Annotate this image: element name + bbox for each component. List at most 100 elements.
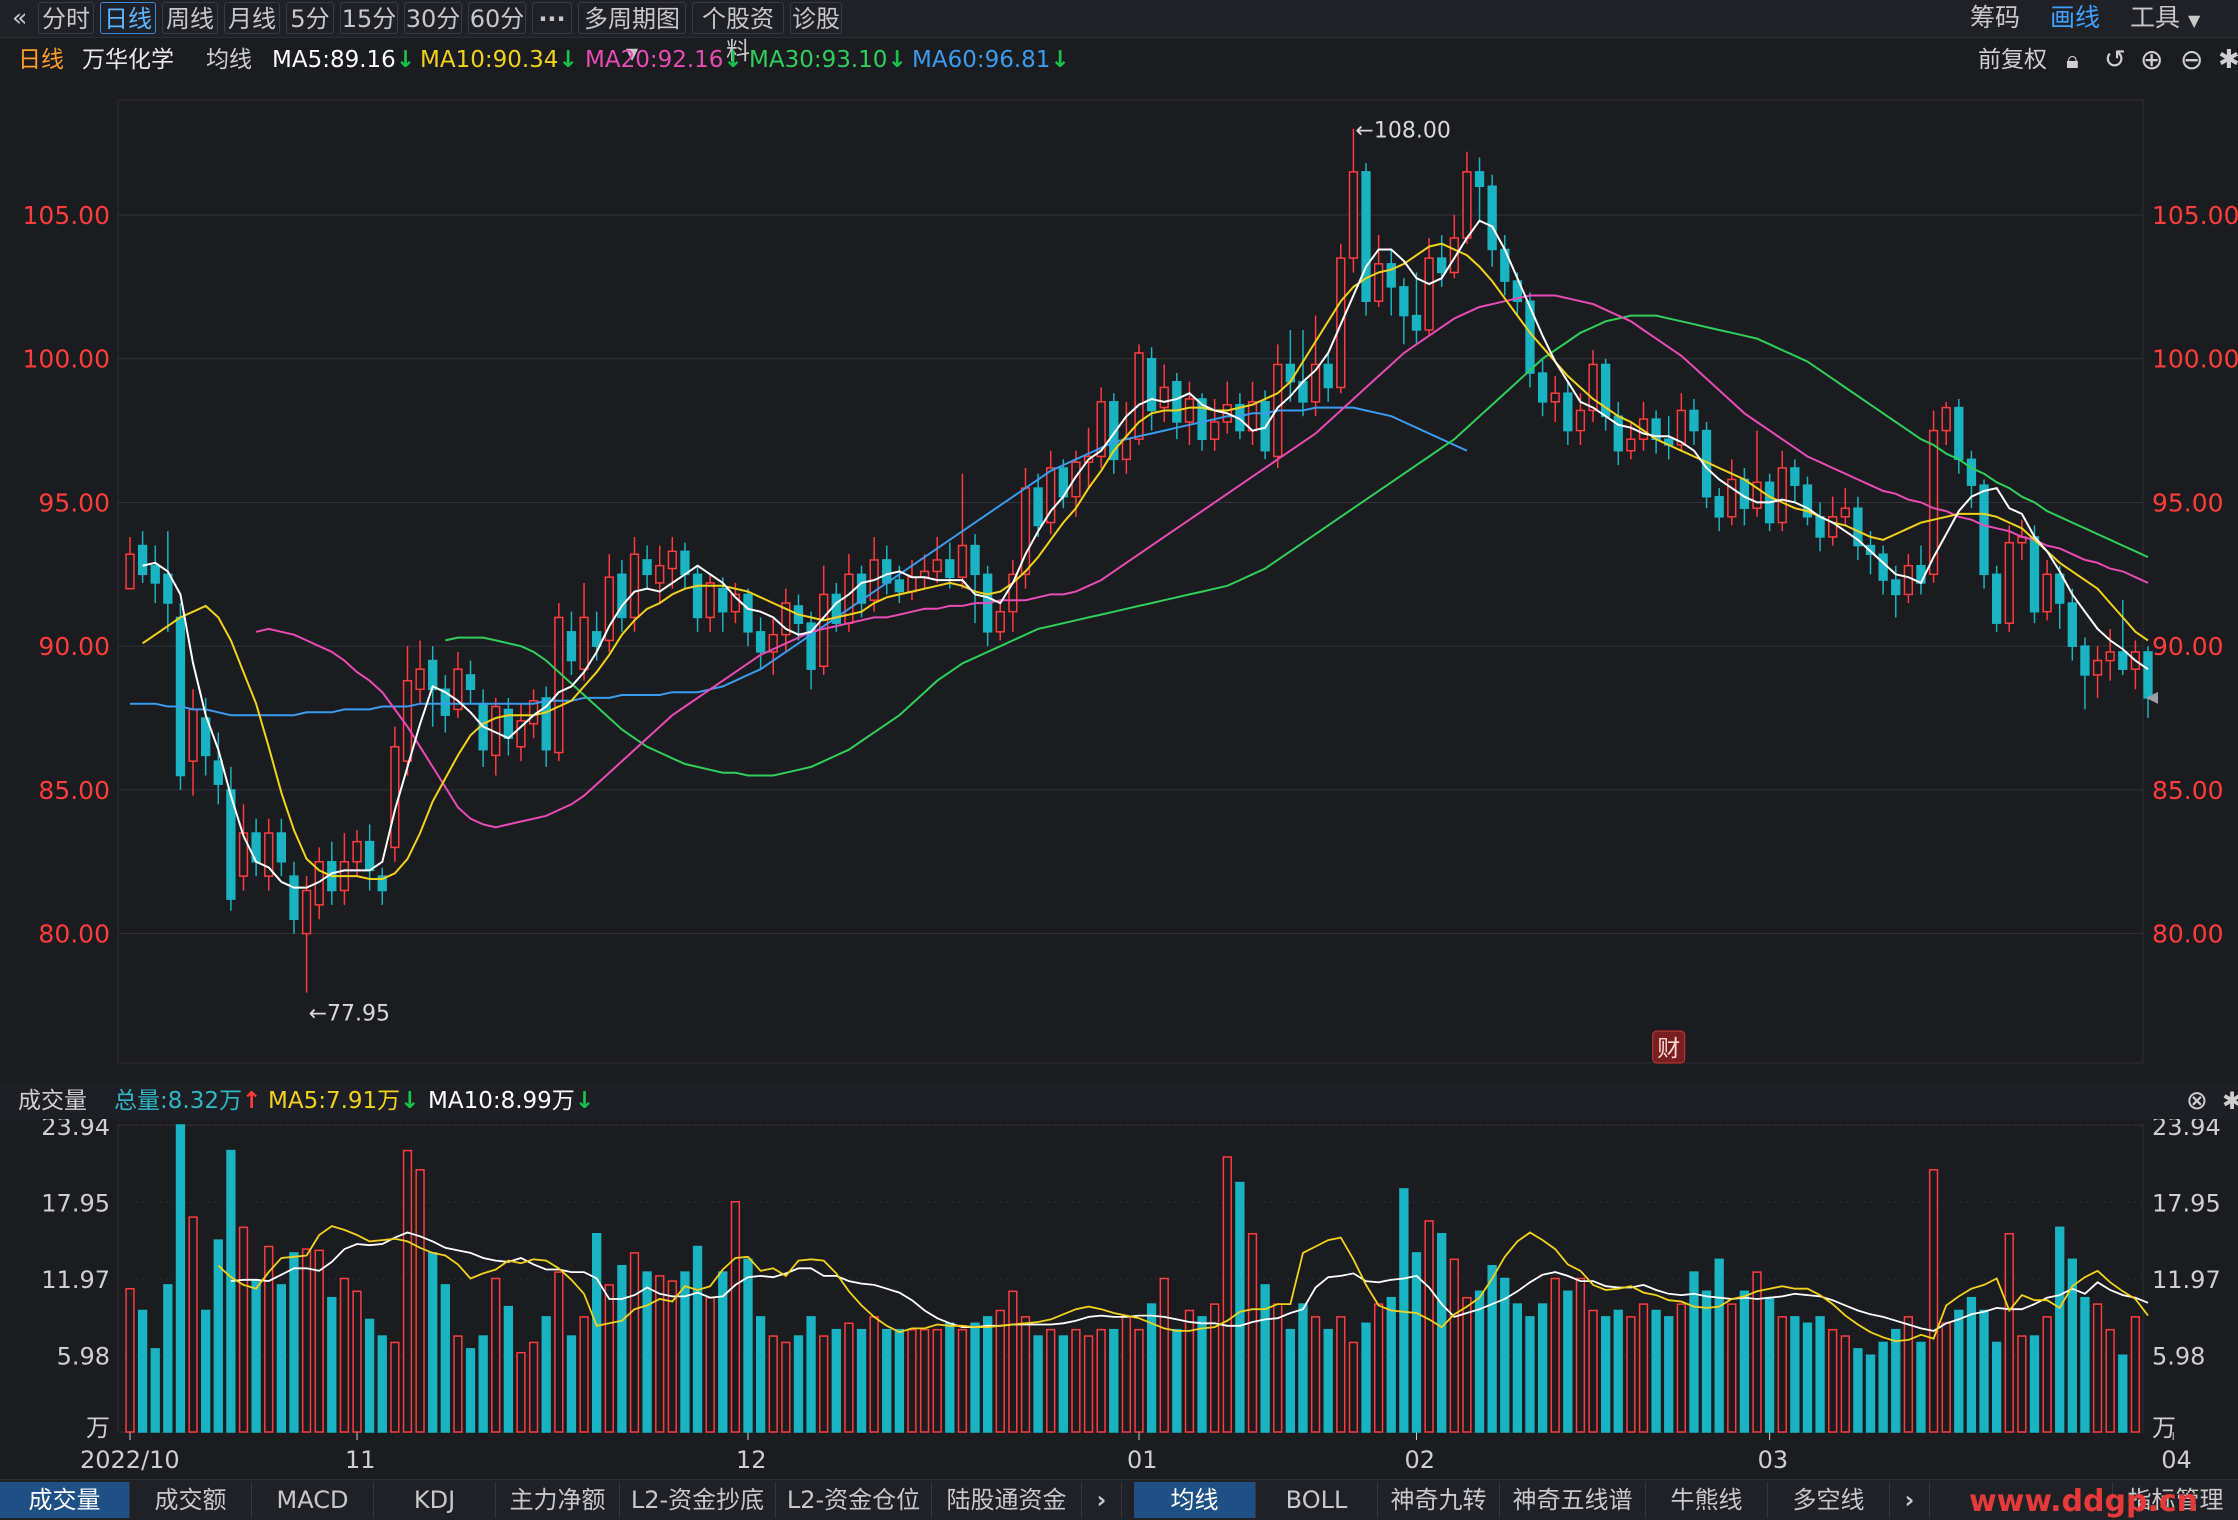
chip-button[interactable]: 筹码 xyxy=(1970,3,2021,32)
candle xyxy=(995,600,1005,641)
candle xyxy=(1487,174,1497,267)
volume-bar xyxy=(1247,1232,1258,1433)
volume-bar xyxy=(781,1341,791,1433)
volume-bar xyxy=(1689,1271,1699,1433)
candle xyxy=(1613,401,1623,466)
settings-icon[interactable]: ✱ xyxy=(2222,1087,2238,1115)
arrow-down-icon: ↓ xyxy=(400,1088,420,1114)
chevron-right-icon[interactable]: › xyxy=(1082,1482,1122,1518)
tab-hk-connect[interactable]: 陆股通资金 xyxy=(932,1482,1082,1518)
more-icon[interactable]: ··· xyxy=(532,2,572,34)
candle-body xyxy=(289,875,299,921)
candle xyxy=(655,545,665,604)
candle-body xyxy=(1474,171,1485,187)
tab-kdj[interactable]: KDJ xyxy=(374,1482,496,1518)
candle xyxy=(1601,358,1611,431)
candle-body xyxy=(402,679,413,762)
tab-long-short[interactable]: 多空线 xyxy=(1768,1482,1890,1518)
volume-bar xyxy=(1146,1303,1157,1433)
candlestick-chart[interactable]: 80.00 80.00 85.00 85.00 90.00 90.00 95.00 95.00… xyxy=(0,0,2238,1479)
volume-bar xyxy=(238,1226,249,1433)
tab-60min[interactable]: 60分 xyxy=(468,2,526,34)
tab-multi-period[interactable]: 多周期图 ▼ xyxy=(578,2,686,63)
tools-button[interactable]: 工具 ▼ xyxy=(2130,2,2200,34)
volume-bar xyxy=(1777,1316,1787,1433)
settings-icon[interactable]: ✱ xyxy=(2218,45,2238,75)
volume-bar xyxy=(276,1284,287,1433)
tab-five-lines[interactable]: 神奇五线谱 xyxy=(1500,1482,1646,1518)
volume-bar xyxy=(970,1322,980,1433)
volume-bar xyxy=(1701,1290,1712,1433)
candle xyxy=(390,726,400,862)
tab-intraday[interactable]: 分时 xyxy=(38,2,94,34)
double-chevron-left-icon[interactable]: « xyxy=(12,3,28,32)
tab-monthly[interactable]: 月线 xyxy=(224,2,280,34)
candle xyxy=(667,536,677,589)
tab-weekly[interactable]: 周线 xyxy=(162,2,218,34)
candle-body xyxy=(1172,380,1182,423)
tab-l2-position[interactable]: L2-资金仓位 xyxy=(776,1482,932,1518)
volume-bar xyxy=(1916,1341,1926,1433)
tab-l2-bottom[interactable]: L2-资金抄底 xyxy=(620,1482,776,1518)
volume-bar xyxy=(251,1280,261,1433)
tab-daily[interactable]: 日线 xyxy=(100,2,156,34)
candle-body xyxy=(213,760,223,785)
candle xyxy=(1071,450,1081,517)
tab-turnover[interactable]: 成交额 xyxy=(130,1482,252,1518)
tab-stock-info[interactable]: 个股资料 xyxy=(692,2,784,65)
candle xyxy=(1727,459,1737,526)
candle xyxy=(1222,381,1232,434)
candle xyxy=(1210,398,1220,451)
candle-body xyxy=(1941,406,1951,432)
tab-diagnose[interactable]: 诊股 xyxy=(790,2,842,34)
volume-bar xyxy=(743,1258,753,1433)
adjust-button[interactable]: 前复权 xyxy=(1978,47,2047,73)
ma20-line xyxy=(255,294,2149,829)
ma-label[interactable]: 均线 xyxy=(206,47,252,73)
volume-bar xyxy=(1752,1271,1762,1433)
volume-bar xyxy=(844,1322,854,1433)
volume-bar xyxy=(655,1275,665,1433)
candle-body xyxy=(730,593,741,613)
volume-unit-left: 万 xyxy=(86,1414,110,1442)
tab-main-net[interactable]: 主力净额 xyxy=(496,1482,620,1518)
candle-body xyxy=(2042,573,2052,613)
zoom-out-icon[interactable]: ⊖ xyxy=(2180,43,2204,76)
chevron-right-icon[interactable]: › xyxy=(1890,1482,1930,1518)
candle xyxy=(1537,358,1548,417)
candle-body xyxy=(2029,536,2040,613)
candle-body xyxy=(604,576,614,642)
candle xyxy=(1298,329,1308,417)
candle xyxy=(163,531,173,632)
volume-bar xyxy=(2080,1296,2090,1433)
zoom-in-icon[interactable]: ⊕ xyxy=(2140,43,2164,76)
close-icon[interactable]: ⊗ xyxy=(2186,1086,2208,1116)
volume-bar xyxy=(1727,1303,1737,1433)
tab-5min[interactable]: 5分 xyxy=(286,2,334,34)
tab-td9[interactable]: 神奇九转 xyxy=(1378,1482,1500,1518)
tab-macd[interactable]: MACD xyxy=(252,1482,374,1518)
volume-bar xyxy=(327,1296,337,1433)
ma10-value: MA10:90.34↓ xyxy=(420,42,578,78)
candle xyxy=(503,697,514,756)
volume-bar xyxy=(1399,1188,1409,1433)
volume-bar xyxy=(579,1316,589,1433)
draw-line-button[interactable]: 画线 xyxy=(2050,3,2101,32)
volume-bar xyxy=(1474,1290,1485,1433)
tab-bull-bear[interactable]: 牛熊线 xyxy=(1646,1482,1768,1518)
undo-icon[interactable]: ↺ xyxy=(2104,45,2126,75)
lock-icon[interactable]: 🔒︎ xyxy=(2066,46,2079,74)
volume-bar xyxy=(1966,1296,1977,1433)
candle-body xyxy=(352,840,362,863)
volume-bar xyxy=(1437,1232,1447,1433)
tab-30min[interactable]: 30分 xyxy=(404,2,462,34)
tab-volume[interactable]: 成交量 xyxy=(0,1482,130,1518)
tab-boll[interactable]: BOLL xyxy=(1256,1482,1378,1518)
volume-bar xyxy=(642,1271,652,1433)
candle-body xyxy=(465,674,476,691)
indicator-manage-button[interactable]: 指标管理 xyxy=(2112,1482,2238,1518)
candle-body xyxy=(743,593,753,633)
volume-bar xyxy=(2004,1232,2014,1433)
tab-15min[interactable]: 15分 xyxy=(340,2,398,34)
tab-ma[interactable]: 均线 xyxy=(1134,1482,1256,1518)
